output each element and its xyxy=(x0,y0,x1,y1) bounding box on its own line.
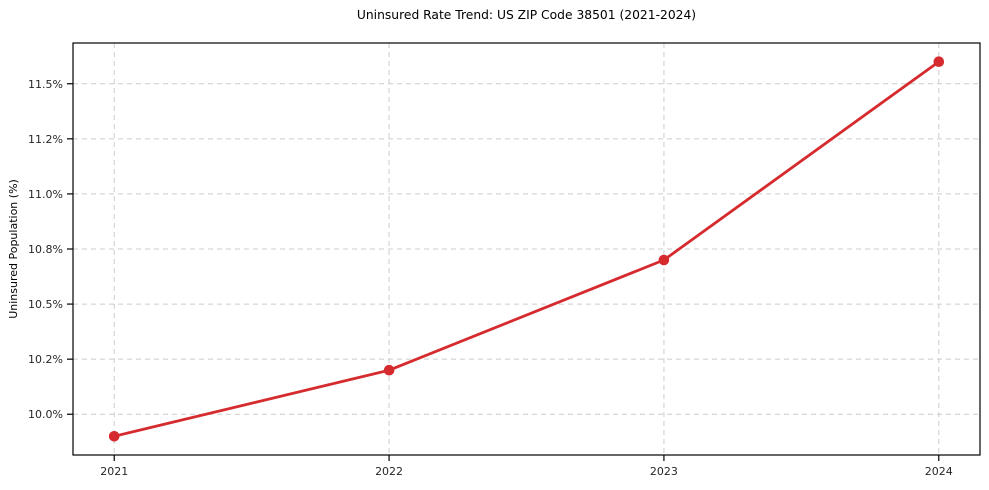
series-layer xyxy=(108,56,945,442)
data-point-2021 xyxy=(108,431,120,442)
trend-line xyxy=(112,60,941,438)
y-tick-label: 10.0% xyxy=(28,408,63,421)
y-tick-label: 10.5% xyxy=(28,298,63,311)
x-tick-label: 2021 xyxy=(100,465,128,478)
data-point-2022 xyxy=(383,364,395,376)
data-point-2023 xyxy=(658,254,670,266)
x-tick-label: 2023 xyxy=(650,465,678,478)
grid-layer xyxy=(73,43,980,455)
y-tick-label: 11.2% xyxy=(28,133,63,146)
y-tick-label: 10.2% xyxy=(28,353,63,366)
x-tick-label: 2024 xyxy=(925,465,953,478)
x-tick-label: 2022 xyxy=(375,465,403,478)
y-tick-label: 11.0% xyxy=(28,188,63,201)
y-axis-label: Uninsured Population (%) xyxy=(7,179,20,319)
chart-title: Uninsured Rate Trend: US ZIP Code 38501 … xyxy=(357,8,696,22)
y-tick-label: 10.8% xyxy=(28,243,63,256)
y-tick-label: 11.5% xyxy=(28,78,63,91)
axes-layer: 2021 2022 2023 2024 10.0% 10.2% 10.5% 10.8% 11.0… xyxy=(28,42,981,478)
data-point-2024 xyxy=(933,56,945,67)
